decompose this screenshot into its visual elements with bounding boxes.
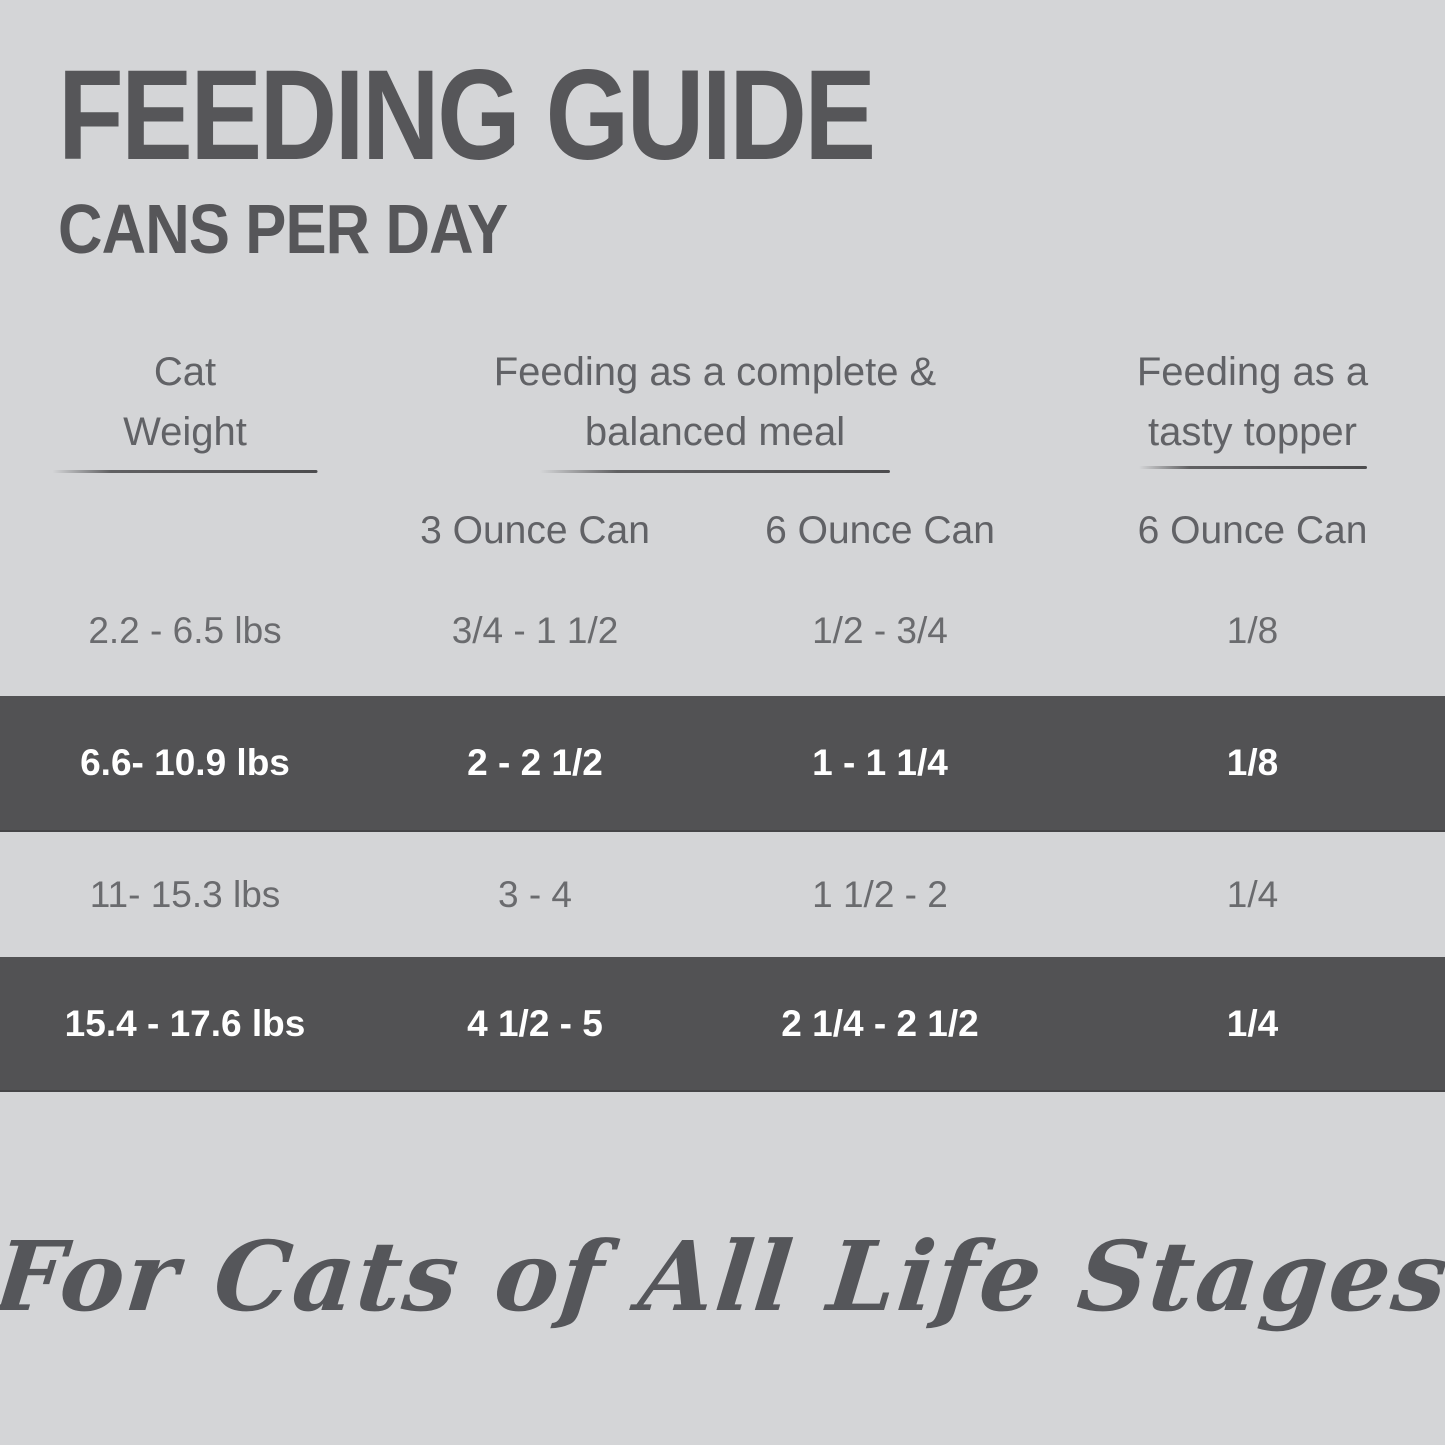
subheader-3oz-can: 3 Ounce Can — [420, 509, 650, 552]
header-balanced-meal-line1: Feeding as a complete & — [493, 350, 937, 394]
cell-6oz-meal: 1 - 1 1/4 — [812, 742, 948, 783]
subheader-6oz-can-meal: 6 Ounce Can — [765, 509, 995, 552]
subheader-6oz-can-topper: 6 Ounce Can — [1137, 509, 1368, 552]
cell-weight: 2.2 - 6.5 lbs — [88, 609, 282, 651]
cell-6oz-meal: 1/2 - 3/4 — [812, 609, 948, 651]
cell-3oz: 3/4 - 1 1/2 — [451, 609, 619, 651]
title-block: FEEDING GUIDE CANS PER DAY — [0, 0, 1445, 330]
cell-weight: 15.4 - 17.6 lbs — [64, 1002, 306, 1044]
header-tasty-topper-line2: tasty topper — [1147, 410, 1357, 454]
table-header-row: Cat Weight Feeding as a complete & balan… — [0, 330, 1445, 475]
table-row: 11- 15.3 lbs 3 - 4 1 1/2 - 2 1/4 — [0, 832, 1445, 957]
balanced-meal-underline — [540, 470, 890, 473]
table-row: 2.2 - 6.5 lbs 3/4 - 1 1/2 1/2 - 3/4 1/8 — [0, 565, 1445, 696]
cell-3oz: 2 - 2 1/2 — [467, 742, 603, 783]
table-subheader-row: 3 Ounce Can 6 Ounce Can 6 Ounce Can — [0, 475, 1445, 565]
cell-6oz-topper: 1/8 — [1226, 742, 1279, 783]
cat-weight-underline — [52, 470, 318, 473]
header-cat-weight-line1: Cat — [153, 350, 217, 394]
page-subtitle: CANS PER DAY — [58, 190, 508, 268]
header-cat-weight-line2: Weight — [123, 410, 247, 454]
cell-6oz-topper: 1/4 — [1226, 1002, 1279, 1044]
subheader-empty — [0, 475, 370, 565]
cell-3oz: 3 - 4 — [497, 873, 573, 915]
header-balanced-meal-line2: balanced meal — [584, 410, 846, 454]
life-stages-tagline: For Cats of All Life Stages — [0, 1220, 1445, 1333]
header-tasty-topper-line1: Feeding as a — [1136, 350, 1369, 394]
cell-6oz-meal: 1 1/2 - 2 — [812, 873, 948, 915]
header-cat-weight: Cat Weight — [0, 330, 370, 475]
cell-6oz-topper: 1/8 — [1226, 609, 1279, 651]
cell-6oz-meal: 2 1/4 - 2 1/2 — [781, 1002, 979, 1044]
cell-3oz: 4 1/2 - 5 — [467, 1002, 603, 1044]
header-balanced-meal: Feeding as a complete & balanced meal — [370, 330, 1060, 475]
table-row: 6.6- 10.9 lbs 2 - 2 1/2 1 - 1 1/4 1/8 — [0, 696, 1445, 832]
cell-weight: 11- 15.3 lbs — [89, 873, 281, 915]
header-tasty-topper: Feeding as a tasty topper — [1060, 330, 1445, 475]
footer-area: For Cats of All Life Stages — [0, 1092, 1445, 1445]
cell-6oz-topper: 1/4 — [1226, 873, 1279, 915]
table-row: 15.4 - 17.6 lbs 4 1/2 - 5 2 1/4 - 2 1/2 … — [0, 957, 1445, 1092]
cell-weight: 6.6- 10.9 lbs — [80, 742, 290, 783]
page-title: FEEDING GUIDE — [58, 44, 876, 187]
tasty-topper-underline — [1138, 466, 1367, 469]
